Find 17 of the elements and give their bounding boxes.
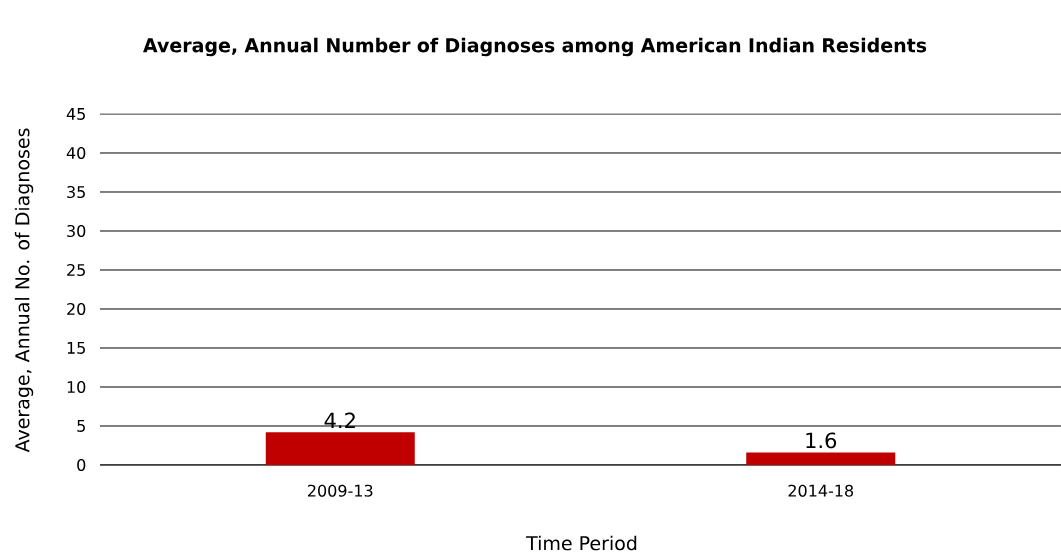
y-tick-label: 45: [66, 108, 85, 120]
x-tick-label: 2009-13: [308, 484, 373, 497]
x-tick-label: 2014-18: [788, 484, 854, 497]
y-tick-label: 20: [67, 302, 86, 316]
y-tick-label: 30: [67, 224, 86, 238]
y-tick-label: 0: [77, 458, 86, 472]
y-tick-label: 35: [67, 185, 85, 199]
y-tick-label: 40: [66, 146, 86, 160]
y-tick-label: 10: [67, 380, 86, 394]
chart-title: Average, Annual Number of Diagnoses among American Indian Residents: [143, 37, 927, 57]
data-label: 4.2: [324, 412, 355, 429]
y-tick-label: 25: [67, 263, 85, 277]
data-label: 1.6: [806, 432, 837, 449]
y-tick-label: 5: [77, 420, 85, 432]
x-axis-title: Time Period: [526, 535, 637, 551]
y-tick-label: 15: [67, 342, 85, 354]
y-axis-title: Average, Annual No. of Diagnoses: [14, 128, 34, 453]
